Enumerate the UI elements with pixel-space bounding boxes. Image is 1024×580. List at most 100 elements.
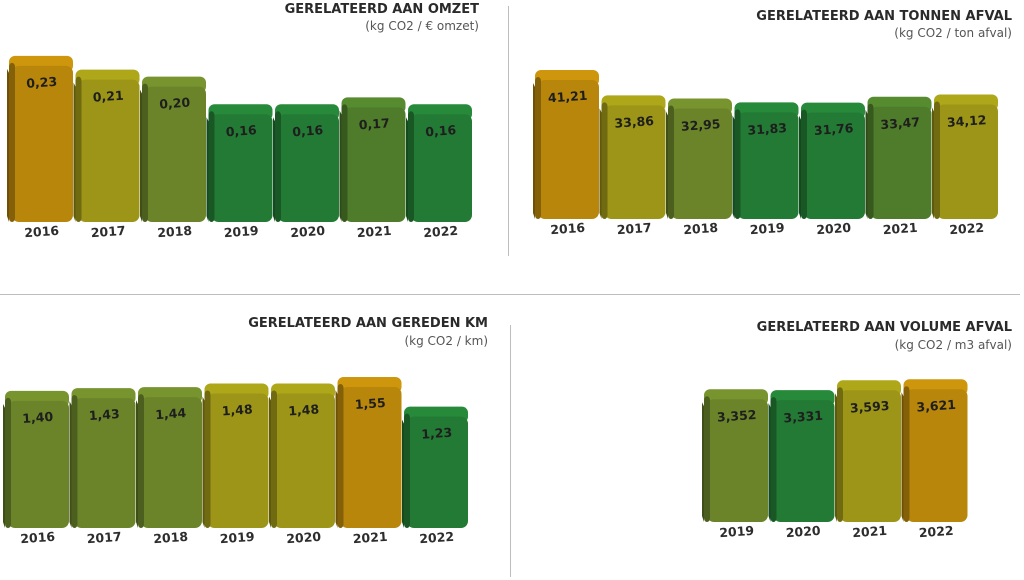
bar-front — [12, 65, 73, 222]
data-label: 1,48 — [288, 401, 320, 418]
bar-front — [78, 79, 140, 223]
x-tick-label: 2021 — [352, 529, 388, 546]
bar-2017 — [599, 95, 666, 219]
bar-front — [538, 80, 599, 219]
data-label: 3,331 — [783, 408, 823, 426]
bar-side — [3, 403, 5, 528]
bar-2016 — [3, 390, 69, 528]
x-tick-label: 2021 — [356, 223, 392, 240]
bar-side — [932, 107, 934, 219]
bar-edge — [204, 390, 211, 528]
bar-side — [202, 396, 205, 528]
x-tick-label: 2020 — [785, 523, 821, 540]
bar-side — [73, 82, 76, 223]
bar-2022 — [901, 379, 968, 522]
bar-2022 — [406, 104, 472, 222]
x-tick-label: 2019 — [219, 529, 255, 546]
data-label: 3,621 — [916, 397, 956, 415]
bar-front — [870, 106, 932, 219]
data-label: 0,20 — [159, 95, 191, 112]
bar-side — [402, 419, 404, 528]
x-tick-label: 2022 — [918, 523, 954, 540]
bar-side — [533, 83, 535, 219]
bar-front — [8, 400, 69, 528]
bar-front — [906, 389, 968, 522]
x-tick-label: 2017 — [616, 220, 652, 237]
bar-2017 — [73, 69, 140, 223]
bar-chart-volume-afval: 3,352 2019 3,331 2020 3,593 2021 3,621 2022 — [702, 379, 968, 540]
vertical-divider-bottom — [510, 325, 511, 577]
data-label: 31,83 — [747, 120, 787, 138]
bar-2020 — [273, 104, 339, 222]
x-tick-label: 2020 — [816, 220, 852, 237]
x-tick-label: 2018 — [157, 223, 193, 240]
bar-edge — [408, 111, 414, 222]
bar-side — [339, 110, 342, 222]
x-tick-label: 2019 — [749, 220, 785, 237]
data-label: 32,95 — [680, 116, 720, 134]
bar-side — [206, 117, 209, 222]
x-tick-label: 2017 — [90, 223, 126, 240]
x-tick-label: 2021 — [882, 220, 918, 237]
data-label: 0,17 — [358, 115, 390, 132]
data-label: 41,21 — [547, 88, 587, 106]
bar-edge — [341, 104, 348, 222]
x-tick-label: 2022 — [949, 220, 985, 237]
data-label: 31,76 — [813, 120, 854, 138]
x-tick-label: 2017 — [86, 529, 122, 546]
bar-edge — [837, 387, 843, 522]
data-label: 1,43 — [88, 406, 120, 423]
bar-front — [604, 105, 666, 219]
bar-2018 — [666, 98, 732, 219]
chart-title: GERELATEERD AAN GEREDEN KM — [248, 316, 488, 331]
bar-front — [411, 114, 472, 222]
x-tick-label: 2019 — [719, 523, 755, 540]
bar-2018 — [136, 387, 202, 528]
bar-front — [707, 399, 768, 522]
data-label: 1,48 — [221, 401, 253, 418]
bar-2022 — [402, 406, 468, 528]
bar-2021 — [835, 380, 901, 522]
data-label: 0,16 — [225, 122, 257, 139]
data-label: 1,40 — [22, 409, 54, 426]
bar-edge — [704, 396, 710, 522]
bar-side — [732, 115, 735, 219]
bar-side — [799, 115, 801, 219]
bar-edge — [867, 103, 874, 219]
chart-title: GERELATEERD AAN VOLUME AFVAL — [756, 320, 1012, 335]
chart-subtitle: (kg CO2 / m3 afval) — [894, 338, 1012, 352]
bar-2020 — [768, 390, 835, 522]
x-tick-label: 2016 — [24, 223, 60, 240]
bar-front — [74, 398, 136, 528]
bar-2020 — [799, 102, 865, 219]
bar-front — [773, 400, 835, 522]
bar-edge — [337, 383, 344, 528]
bar-edge — [404, 413, 410, 528]
data-label: 34,12 — [946, 112, 986, 130]
bar-front — [274, 393, 335, 528]
chart-subtitle: (kg CO2 / € omzet) — [365, 19, 479, 33]
x-tick-label: 2022 — [423, 223, 459, 240]
bar-2019 — [702, 389, 768, 522]
bar-side — [406, 117, 408, 222]
bar-edge — [801, 109, 807, 219]
bar-front — [671, 108, 732, 219]
bar-edge — [75, 76, 82, 223]
data-label: 1,44 — [155, 405, 187, 422]
bar-side — [269, 396, 271, 528]
x-tick-label: 2020 — [290, 223, 326, 240]
bar-front — [344, 107, 406, 222]
x-tick-label: 2016 — [550, 220, 586, 237]
bar-side — [768, 403, 771, 522]
data-label: 1,55 — [354, 395, 386, 412]
bar-side — [901, 392, 904, 522]
bar-2016 — [533, 70, 599, 219]
bar-2021 — [865, 96, 932, 219]
bar-edge — [770, 397, 777, 522]
bar-side — [69, 401, 72, 528]
chart-title: GERELATEERD AAN TONNEN AFVAL — [756, 9, 1012, 24]
bar-2017 — [69, 388, 136, 528]
data-label: 3,593 — [849, 398, 889, 416]
bar-edge — [903, 386, 910, 522]
bar-2021 — [339, 97, 406, 222]
